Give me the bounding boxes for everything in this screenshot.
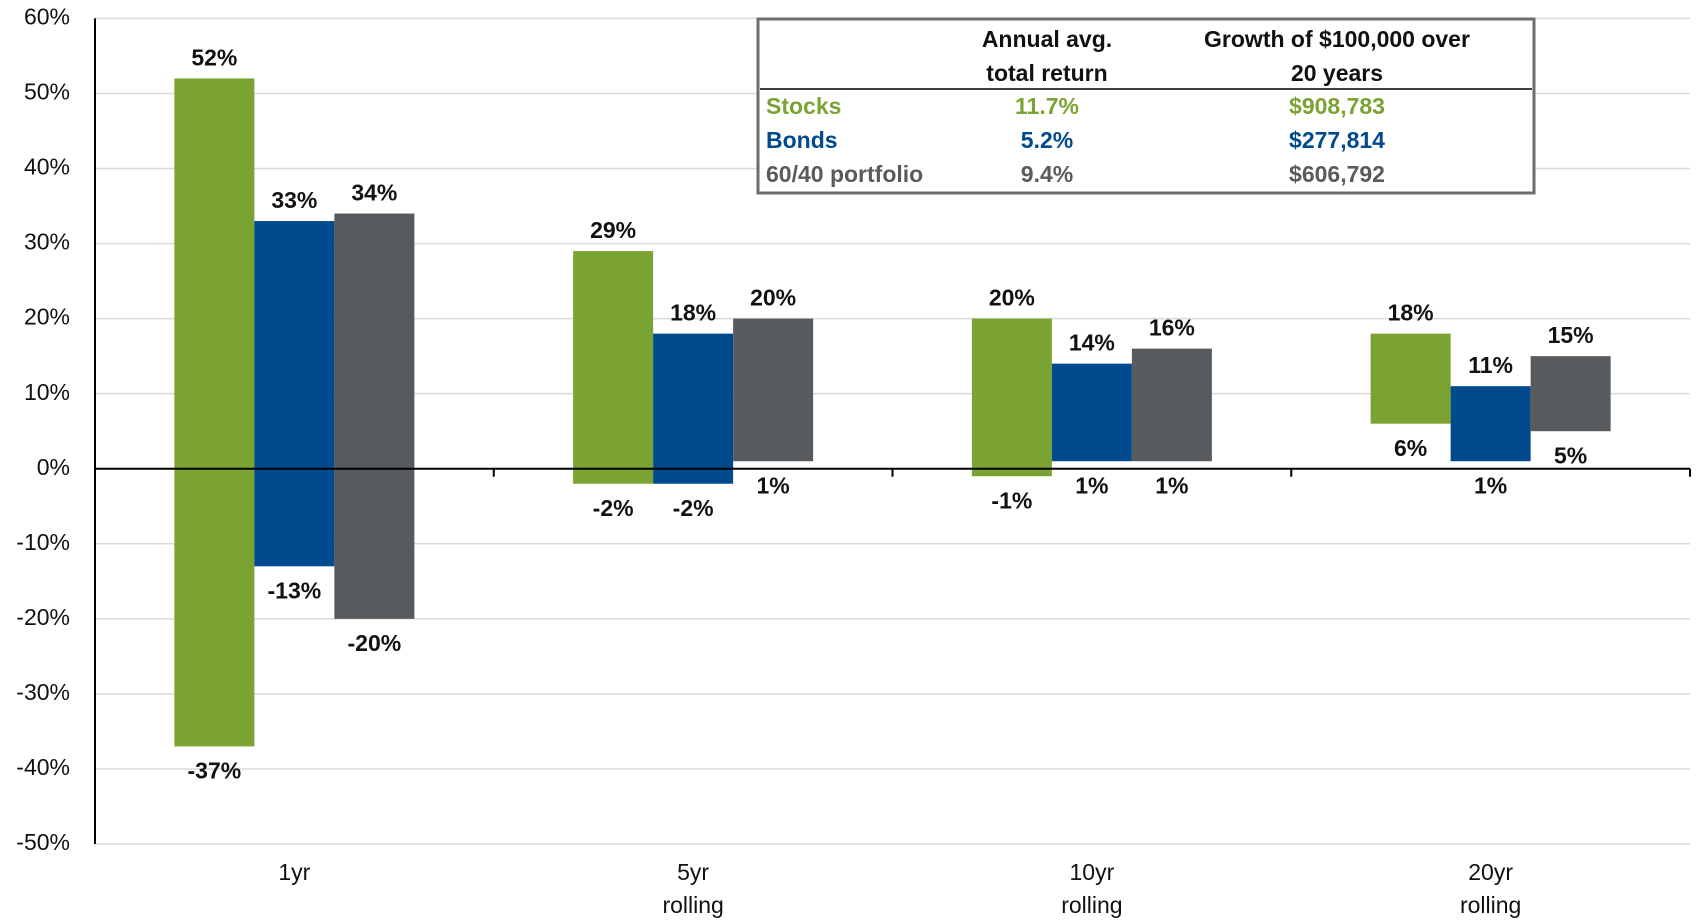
table-row-name: Stocks bbox=[766, 93, 841, 119]
bar bbox=[1370, 333, 1451, 424]
bar bbox=[1131, 348, 1212, 462]
y-tick-label: -50% bbox=[16, 829, 70, 855]
y-tick-label: -40% bbox=[16, 754, 70, 780]
value-label: 18% bbox=[1388, 300, 1434, 326]
table-cell: $606,792 bbox=[1289, 161, 1385, 187]
value-label: 18% bbox=[670, 300, 716, 326]
bar bbox=[733, 318, 814, 462]
table-row-name: Bonds bbox=[766, 127, 838, 153]
value-label: 1% bbox=[1155, 472, 1188, 498]
y-tick-label: -20% bbox=[16, 604, 70, 630]
table-header: 20 years bbox=[1291, 60, 1383, 86]
y-tick-label: 40% bbox=[24, 154, 70, 180]
value-label: 14% bbox=[1069, 330, 1115, 356]
value-label: -1% bbox=[991, 487, 1032, 513]
table-box bbox=[756, 17, 1536, 195]
value-label: 1% bbox=[1075, 472, 1108, 498]
y-tick-label: 20% bbox=[24, 304, 70, 330]
y-tick-label: 30% bbox=[24, 229, 70, 255]
x-tick-label: 20yr bbox=[1468, 859, 1513, 885]
x-tick-label: 1yr bbox=[278, 859, 310, 885]
value-label: 34% bbox=[351, 180, 397, 206]
value-label: 29% bbox=[590, 217, 636, 243]
x-tick-label: 5yr bbox=[677, 859, 709, 885]
y-tick-label: 0% bbox=[37, 454, 70, 480]
y-tick-label: 50% bbox=[24, 79, 70, 105]
bar bbox=[1450, 386, 1531, 462]
table-cell: $908,783 bbox=[1289, 93, 1385, 119]
value-label: -20% bbox=[348, 630, 402, 656]
table-header: total return bbox=[986, 60, 1107, 86]
bar bbox=[971, 318, 1052, 477]
value-label: -37% bbox=[188, 758, 242, 784]
bar bbox=[653, 333, 734, 484]
table-header: Growth of $100,000 over bbox=[1204, 26, 1470, 52]
bar bbox=[1530, 356, 1611, 432]
value-label: -13% bbox=[268, 577, 322, 603]
value-label: 5% bbox=[1554, 442, 1587, 468]
bar bbox=[1051, 363, 1132, 462]
bar bbox=[174, 78, 255, 747]
x-tick-label: rolling bbox=[662, 892, 723, 918]
table-cell: 11.7% bbox=[1015, 93, 1079, 119]
value-label: 6% bbox=[1394, 435, 1427, 461]
value-label: -2% bbox=[673, 495, 714, 521]
table-cell: $277,814 bbox=[1289, 127, 1385, 153]
y-tick-label: 10% bbox=[24, 379, 70, 405]
table-cell: 9.4% bbox=[1021, 161, 1073, 187]
table-row-name: 60/40 portfolio bbox=[766, 161, 923, 187]
value-label: 15% bbox=[1548, 322, 1594, 348]
x-tick-label: 10yr bbox=[1070, 859, 1115, 885]
table-header: Annual avg. bbox=[982, 26, 1112, 52]
x-tick-label: rolling bbox=[1460, 892, 1521, 918]
x-tick-label: rolling bbox=[1061, 892, 1122, 918]
bar bbox=[254, 221, 335, 567]
value-label: 52% bbox=[191, 45, 237, 71]
value-label: -2% bbox=[593, 495, 634, 521]
value-label: 1% bbox=[1474, 472, 1507, 498]
value-label: 20% bbox=[750, 285, 796, 311]
y-tick-label: -10% bbox=[16, 529, 70, 555]
value-label: 33% bbox=[271, 187, 317, 213]
y-tick-label: 60% bbox=[24, 3, 70, 29]
value-label: 1% bbox=[757, 472, 790, 498]
bar bbox=[334, 213, 415, 619]
value-label: 11% bbox=[1468, 352, 1513, 378]
y-tick-label: -30% bbox=[16, 679, 70, 705]
value-label: 16% bbox=[1149, 315, 1195, 341]
value-label: 20% bbox=[989, 285, 1035, 311]
table-cell: 5.2% bbox=[1021, 127, 1073, 153]
bar bbox=[573, 251, 654, 484]
